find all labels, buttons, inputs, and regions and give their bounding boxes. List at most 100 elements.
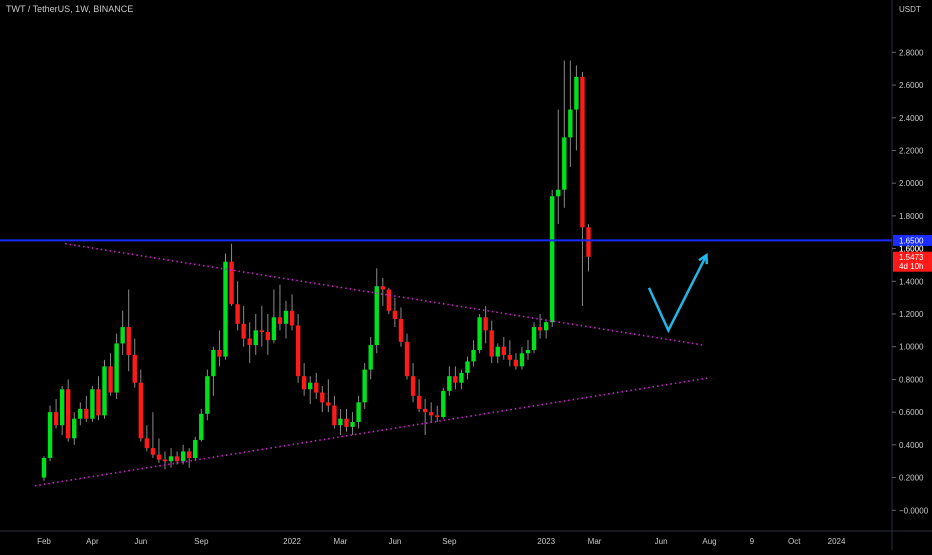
candle-up	[59, 389, 65, 426]
candle-up	[543, 322, 549, 331]
candle-down	[53, 412, 59, 426]
time-tick-label: Sep	[194, 537, 209, 546]
candle-up	[356, 402, 361, 422]
price-tick-label: 2.6000	[899, 81, 924, 90]
candle-down	[235, 304, 240, 324]
candle-up	[223, 261, 228, 357]
price-tick-label: 2.2000	[899, 146, 924, 155]
level-badge	[893, 234, 932, 246]
countdown-text: 4d 10h	[899, 262, 923, 271]
candle-up	[102, 366, 107, 416]
price-tick-label: 0.2000	[899, 474, 924, 483]
candle-up	[205, 376, 210, 414]
candle-up	[199, 413, 204, 440]
candle-down	[108, 366, 113, 393]
price-tick-label: 1.0000	[899, 343, 924, 352]
time-tick-label: Sep	[442, 537, 457, 546]
time-tick-label: 2024	[828, 537, 846, 546]
candle-up	[253, 330, 258, 346]
candle-down	[295, 325, 301, 377]
candle-down	[132, 354, 137, 383]
candle-up	[550, 196, 555, 323]
time-tick-label: Jun	[655, 537, 668, 546]
candle-up	[471, 350, 476, 362]
current-price-text: 1.5473	[899, 253, 924, 262]
candle-down	[301, 376, 307, 390]
time-tick-label: Jun	[134, 537, 147, 546]
time-tick-label: Oct	[788, 537, 801, 546]
price-tick-label: 0.6000	[899, 408, 924, 417]
candle-down	[96, 389, 101, 416]
candle-up	[531, 327, 537, 350]
candle-down	[429, 412, 434, 416]
price-tick-label: 1.8000	[899, 212, 924, 221]
candle-up	[459, 372, 464, 383]
time-tick-label: Feb	[37, 537, 51, 546]
price-axis-unit: USDT	[899, 5, 921, 14]
candle-down	[501, 346, 506, 355]
candle-down	[241, 323, 246, 339]
candle-up	[525, 350, 531, 354]
candle-up	[47, 412, 53, 458]
candle-down	[453, 376, 458, 383]
candle-up	[283, 310, 289, 324]
candle-down	[320, 392, 325, 403]
candle-down	[217, 350, 222, 357]
candle-up	[447, 376, 452, 391]
symbol-title: TWT / TetherUS, 1W, BINANCE	[6, 4, 134, 14]
candle-up	[338, 418, 343, 426]
candle-down	[314, 382, 319, 393]
candle-down	[435, 415, 440, 418]
time-tick-label: Mar	[334, 537, 348, 546]
candle-down	[404, 341, 410, 377]
price-tick-label: 1.6000	[899, 245, 924, 254]
candle-up	[114, 343, 119, 393]
candle-down	[156, 454, 162, 460]
candle-up	[90, 389, 95, 419]
candle-up	[495, 346, 500, 357]
candle-up	[519, 353, 525, 367]
candle-down	[126, 327, 131, 355]
price-tick-label: 2.4000	[899, 114, 924, 123]
time-tick-label: 9	[750, 537, 755, 546]
candle-down	[586, 227, 591, 257]
candle-down	[416, 395, 422, 409]
candle-down	[507, 354, 513, 360]
price-label-1600: 1.6000	[899, 245, 924, 254]
time-tick-label: Mar	[588, 537, 602, 546]
candle-up	[562, 137, 567, 190]
price-tick-label: 1.2000	[899, 310, 924, 319]
candle-down	[513, 359, 519, 367]
price-tick-label: 2.8000	[899, 48, 924, 57]
candle-up	[78, 408, 83, 419]
level-badge-text: 1.6500	[899, 236, 924, 245]
time-tick-label: 2022	[283, 537, 301, 546]
candle-down	[150, 448, 156, 455]
candle-down	[398, 318, 404, 342]
candle-down	[247, 338, 252, 346]
candle-down	[386, 289, 392, 311]
price-tick-label: −0.0000	[899, 506, 929, 515]
candle-down	[66, 389, 71, 439]
candle-down	[289, 310, 295, 326]
price-tick-label: 0.8000	[899, 375, 924, 384]
candle-up	[556, 189, 561, 197]
candle-down	[187, 451, 192, 458]
candle-up	[465, 361, 470, 373]
time-tick-label: Jun	[388, 537, 401, 546]
current-price-badge	[893, 251, 932, 272]
price-tick-label: 1.4000	[899, 277, 924, 286]
arrow-head	[698, 252, 709, 265]
candle-up	[271, 317, 277, 341]
candle-up	[180, 451, 186, 462]
candle-down	[489, 330, 494, 357]
candle-down	[144, 438, 150, 449]
candle-up	[308, 382, 313, 390]
price-tick-label: 2.0000	[899, 179, 924, 188]
price-tick-label: 0.4000	[899, 441, 924, 450]
candle-up	[72, 418, 77, 439]
candle-down	[392, 310, 398, 319]
